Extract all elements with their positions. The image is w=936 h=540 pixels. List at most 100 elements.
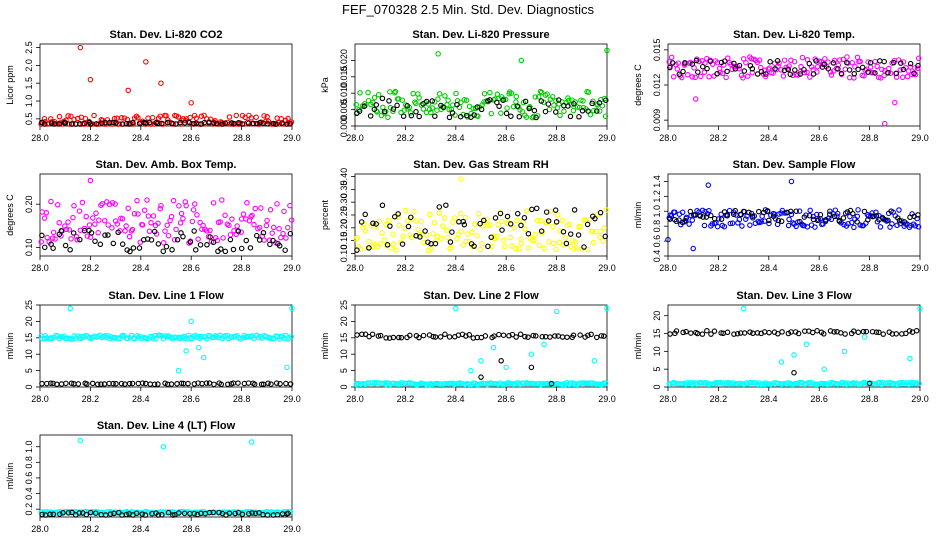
data-point bbox=[471, 112, 477, 118]
data-point bbox=[416, 113, 422, 120]
data-point bbox=[354, 332, 360, 338]
data-point bbox=[94, 381, 101, 388]
data-point bbox=[50, 511, 57, 518]
data-point bbox=[523, 114, 530, 120]
data-point bbox=[706, 74, 712, 80]
data-point bbox=[778, 210, 784, 216]
data-point bbox=[207, 227, 213, 234]
data-point bbox=[398, 334, 405, 341]
data-point bbox=[356, 108, 363, 114]
data-point bbox=[770, 213, 777, 220]
data-point bbox=[516, 246, 522, 252]
data-point bbox=[500, 97, 506, 103]
data-point bbox=[880, 331, 886, 337]
data-point bbox=[81, 225, 88, 232]
series-1 bbox=[38, 305, 295, 374]
data-point bbox=[516, 113, 523, 120]
data-point bbox=[514, 217, 520, 224]
data-point bbox=[801, 66, 807, 73]
data-point bbox=[477, 220, 483, 227]
x-tick-label: 28.2 bbox=[82, 133, 100, 143]
data-point-outlier bbox=[803, 341, 810, 347]
data-point bbox=[65, 510, 72, 516]
data-point bbox=[251, 221, 257, 228]
data-point bbox=[541, 245, 547, 252]
data-point bbox=[854, 213, 861, 220]
data-point bbox=[602, 380, 609, 387]
data-point bbox=[797, 71, 804, 77]
data-point bbox=[523, 380, 529, 387]
data-point bbox=[150, 213, 157, 219]
data-point bbox=[81, 120, 87, 127]
data-point bbox=[897, 67, 904, 73]
y-tick-label: 0.005 bbox=[339, 98, 349, 121]
data-point bbox=[270, 224, 277, 231]
data-point-outlier bbox=[201, 354, 207, 361]
data-point bbox=[426, 106, 433, 113]
data-point bbox=[252, 510, 259, 517]
data-point bbox=[840, 56, 846, 63]
data-point bbox=[485, 380, 491, 387]
data-point bbox=[257, 119, 263, 126]
data-point bbox=[899, 74, 906, 81]
data-point bbox=[531, 107, 538, 114]
data-point bbox=[468, 110, 474, 117]
data-point bbox=[432, 113, 438, 119]
y-tick-label: 15 bbox=[652, 329, 662, 339]
data-point bbox=[151, 381, 158, 388]
data-point bbox=[454, 101, 460, 108]
data-point bbox=[273, 121, 279, 127]
data-point bbox=[557, 112, 563, 119]
data-point bbox=[488, 234, 494, 240]
data-point bbox=[542, 108, 549, 115]
data-point bbox=[361, 103, 367, 110]
data-point bbox=[756, 57, 763, 63]
data-point bbox=[835, 66, 841, 72]
data-point bbox=[683, 328, 689, 335]
data-point bbox=[723, 74, 729, 81]
chart-panel-8: Stan. Dev. Line 2 Flow ml/min 28.0 28.2 28.4… bbox=[320, 290, 616, 404]
data-point bbox=[285, 224, 291, 231]
plot-frame bbox=[667, 304, 921, 388]
data-point bbox=[219, 197, 225, 203]
data-point bbox=[714, 71, 720, 77]
data-point bbox=[499, 218, 505, 225]
series-1 bbox=[353, 47, 610, 121]
chart-title: Stan. Dev. Sample Flow bbox=[733, 159, 856, 171]
data-point bbox=[764, 208, 771, 214]
data-point bbox=[420, 106, 427, 112]
data-point bbox=[276, 119, 282, 126]
data-point bbox=[38, 239, 44, 245]
data-point bbox=[127, 120, 133, 126]
data-point bbox=[269, 230, 275, 236]
data-point-outlier bbox=[841, 348, 848, 355]
data-point bbox=[158, 202, 164, 209]
data-point bbox=[67, 247, 73, 253]
data-point bbox=[127, 248, 133, 255]
data-point bbox=[386, 217, 392, 224]
data-point bbox=[38, 119, 45, 126]
data-point bbox=[859, 64, 866, 71]
data-point bbox=[525, 245, 532, 251]
data-point bbox=[463, 97, 470, 104]
plot-frame bbox=[354, 304, 608, 388]
data-point bbox=[113, 120, 119, 126]
data-point bbox=[453, 90, 459, 97]
data-point bbox=[102, 232, 108, 238]
data-point bbox=[496, 331, 502, 338]
data-point bbox=[458, 228, 464, 235]
data-point bbox=[249, 510, 255, 516]
data-point bbox=[826, 380, 833, 386]
chart-panel-3: Stan. Dev. Li-820 Temp. degrees C 28.0 28.2… bbox=[633, 29, 929, 143]
data-point bbox=[274, 201, 280, 207]
data-point-outlier bbox=[788, 178, 795, 185]
data-point bbox=[47, 511, 53, 518]
data-point bbox=[682, 217, 689, 224]
data-point bbox=[597, 108, 603, 114]
y-tick-label: 0.020 bbox=[339, 49, 349, 72]
data-point bbox=[155, 241, 162, 247]
data-point bbox=[194, 212, 200, 218]
data-point bbox=[549, 94, 556, 100]
data-point bbox=[559, 217, 566, 224]
data-point bbox=[399, 241, 406, 247]
